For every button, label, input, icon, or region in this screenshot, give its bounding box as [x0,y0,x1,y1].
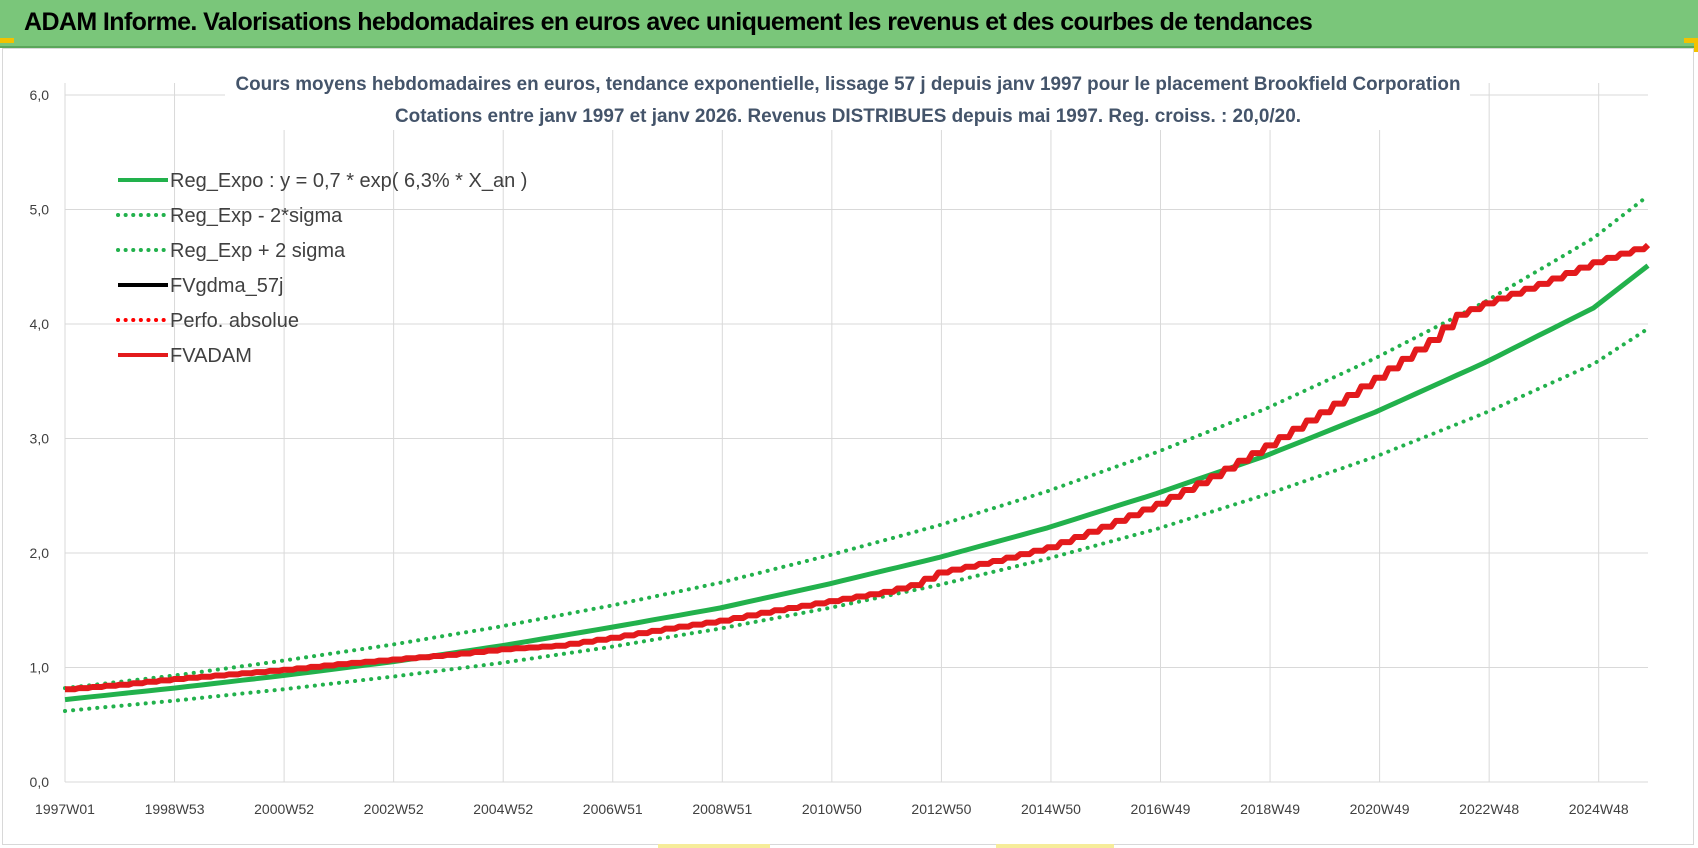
x-tick-label: 2020W49 [1350,801,1410,817]
chart-title: Cours moyens hebdomadaires en euros, ten… [236,74,1461,95]
series-line-1 [63,326,1650,713]
y-tick-label: 4,0 [30,316,50,332]
x-tick-label: 2002W52 [364,801,424,817]
series-layer [63,193,1651,713]
x-tick-label: 2018W49 [1240,801,1300,817]
y-tick-label: 3,0 [30,431,50,447]
x-tick-label: 2022W48 [1459,801,1519,817]
legend-label-4: Perfo. absolue [170,310,299,332]
y-tick-label: 2,0 [30,545,50,561]
legend-label-2: Reg_Exp + 2 sigma [170,240,346,262]
chart-subtitle: Cotations entre janv 1997 et janv 2026. … [395,106,1301,127]
footer-mark-1 [658,844,770,848]
x-tick-label: 1997W01 [35,801,95,817]
legend-label-5: FVADAM [170,345,252,367]
legend-label-0: Reg_Expo : y = 0,7 * exp( 6,3% * X_an ) [170,170,527,192]
x-tick-label: 2010W50 [802,801,862,817]
series-line-5 [65,242,1651,693]
legend-label-3: FVgdma_57j [170,275,283,297]
header-title: ADAM Informe. Valorisations hebdomadaire… [24,8,1313,36]
axis-layer: 0,0 1,0 2,0 3,0 4,0 5,0 6,0 1997W01 1998W53 2000W… [30,87,1629,817]
series-line-2 [63,193,1650,691]
series-line-0 [64,263,1650,703]
x-tick-label: 2012W50 [911,801,971,817]
x-tick-label: 2024W48 [1569,801,1629,817]
corner-mark-right-side [1694,38,1698,52]
legend: Reg_Expo : y = 0,7 * exp( 6,3% * X_an ) R… [116,170,527,367]
x-tick-label: 2004W52 [473,801,533,817]
x-tick-label: 2014W50 [1021,801,1081,817]
title-layer: Cours moyens hebdomadaires en euros, ten… [225,68,1470,130]
corner-mark-left [0,38,14,43]
footer-mark-2 [996,844,1114,848]
x-tick-label: 1998W53 [145,801,205,817]
y-tick-label: 1,0 [30,660,50,676]
x-tick-label: 2000W52 [254,801,314,817]
y-tick-label: 0,0 [30,774,50,790]
header-banner: ADAM Informe. Valorisations hebdomadaire… [0,0,1698,48]
y-tick-label: 5,0 [30,202,50,218]
title-backdrop [225,68,1470,130]
legend-label-1: Reg_Exp - 2*sigma [170,205,343,227]
corner-mark-right [1684,38,1698,43]
x-tick-label: 2006W51 [583,801,643,817]
x-tick-label: 2016W49 [1131,801,1191,817]
x-tick-label: 2008W51 [692,801,752,817]
y-tick-label: 6,0 [30,87,50,103]
